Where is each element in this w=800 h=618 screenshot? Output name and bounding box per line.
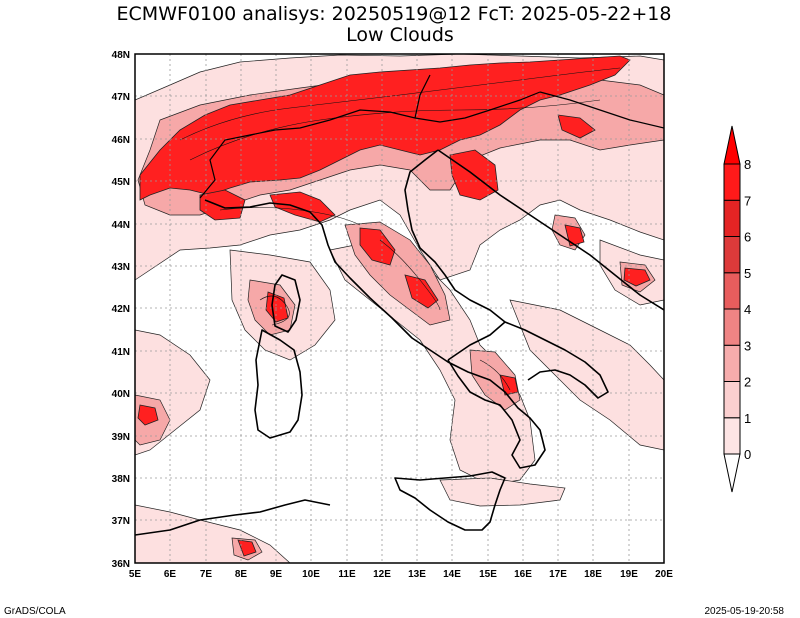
y-tick: 42N bbox=[112, 304, 130, 315]
colorbar-top-arrow bbox=[723, 125, 741, 165]
map-area bbox=[135, 54, 664, 563]
colorbar-label: 4 bbox=[744, 302, 751, 317]
y-tick: 44N bbox=[112, 220, 130, 231]
africa-coast bbox=[135, 499, 331, 536]
y-tick: 45N bbox=[112, 177, 130, 188]
colorbar-label: 1 bbox=[744, 411, 751, 426]
coastlines bbox=[135, 149, 664, 536]
x-tick: 5E bbox=[129, 569, 142, 580]
x-tick: 8E bbox=[235, 569, 248, 580]
graticule bbox=[135, 54, 664, 563]
x-tick: 10E bbox=[302, 569, 320, 580]
sardinia-coast bbox=[254, 329, 303, 439]
x-tick: 17E bbox=[549, 569, 567, 580]
x-tick: 15E bbox=[479, 569, 497, 580]
x-tick: 13E bbox=[408, 569, 426, 580]
y-tick: 47N bbox=[112, 92, 130, 103]
cloud-field-high bbox=[137, 55, 651, 557]
x-tick: 6E bbox=[164, 569, 177, 580]
x-tick: 20E bbox=[655, 569, 673, 580]
footer-credit: GrADS/COLA bbox=[4, 606, 66, 617]
apulia-coast bbox=[504, 321, 609, 399]
colorbar: 0 1 2 3 4 5 6 7 8 bbox=[723, 125, 751, 493]
x-tick: 19E bbox=[620, 569, 638, 580]
colorbar-swatch bbox=[723, 417, 741, 455]
colorbar-label: 0 bbox=[744, 447, 751, 462]
y-tick: 38N bbox=[112, 474, 130, 485]
x-tick: 11E bbox=[338, 569, 356, 580]
x-tick: 12E bbox=[373, 569, 391, 580]
italy-adriatic-coast bbox=[404, 149, 506, 361]
balkan-coast bbox=[437, 149, 664, 311]
colorbar-label: 5 bbox=[744, 266, 751, 281]
colorbar-swatch bbox=[723, 236, 741, 274]
sicily-coast bbox=[394, 471, 506, 531]
y-tick: 46N bbox=[112, 135, 130, 146]
colorbar-swatch bbox=[723, 199, 741, 237]
x-tick: 7E bbox=[200, 569, 213, 580]
colorbar-label: 8 bbox=[744, 157, 751, 172]
y-axis-ticks: 48N 47N 46N 45N 44N 43N 42N 41N 40N 39N … bbox=[112, 50, 130, 570]
national-borders bbox=[199, 74, 664, 199]
corsica-coast bbox=[271, 274, 301, 333]
colorbar-swatch bbox=[723, 344, 741, 382]
colorbar-swatch bbox=[723, 272, 741, 310]
colorbar-swatch bbox=[723, 163, 741, 201]
colorbar-swatch bbox=[723, 381, 741, 419]
colorbar-label: 7 bbox=[744, 193, 751, 208]
x-tick: 14E bbox=[443, 569, 461, 580]
colorbar-label: 3 bbox=[744, 338, 751, 353]
y-tick: 41N bbox=[112, 347, 130, 358]
title-line2: Low Clouds bbox=[346, 24, 454, 46]
x-axis-ticks: 5E 6E 7E 8E 9E 10E 11E 12E 13E 14E 15E 1… bbox=[129, 569, 673, 580]
colorbar-swatch bbox=[723, 308, 741, 346]
y-tick: 36N bbox=[112, 559, 130, 570]
italy-peninsula-coast bbox=[204, 199, 546, 469]
colorbar-bottom-arrow bbox=[723, 453, 741, 493]
x-tick: 9E bbox=[270, 569, 283, 580]
y-tick: 40N bbox=[112, 389, 130, 400]
footer-timestamp: 2025-05-19-20:58 bbox=[704, 606, 784, 617]
colorbar-label: 6 bbox=[744, 230, 751, 245]
y-tick: 43N bbox=[112, 262, 130, 273]
y-tick: 48N bbox=[112, 50, 130, 61]
title-line1: ECMWF0100 analisys: 20250519@12 FcT: 202… bbox=[117, 3, 672, 25]
y-tick: 37N bbox=[112, 516, 130, 527]
y-tick: 39N bbox=[112, 432, 130, 443]
map-frame bbox=[134, 53, 665, 564]
x-tick: 18E bbox=[584, 569, 602, 580]
colorbar-label: 2 bbox=[744, 375, 751, 390]
x-tick: 16E bbox=[514, 569, 532, 580]
